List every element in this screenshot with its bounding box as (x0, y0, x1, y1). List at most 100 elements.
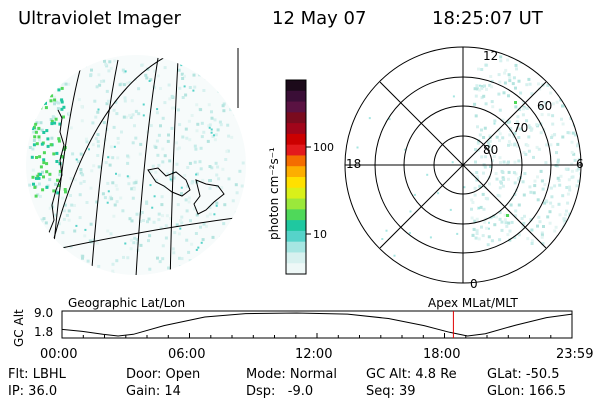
emission-pixel (579, 172, 581, 176)
emission-pixel (504, 221, 508, 225)
emission-pixel (163, 101, 167, 105)
emission-pixel (49, 118, 53, 121)
color-scale-bar (286, 80, 306, 275)
emission-pixel (501, 176, 505, 180)
emission-pixel (238, 232, 241, 235)
emission-pixel (498, 80, 502, 84)
emission-pixel (188, 86, 192, 89)
emission-pixel-bright (34, 130, 38, 134)
emission-pixel-bright (63, 188, 67, 191)
emission-pixel (215, 73, 219, 77)
emission-pixel (93, 99, 97, 103)
emission-pixel (177, 232, 181, 236)
emission-pixel (62, 217, 66, 221)
emission-pixel (527, 124, 531, 128)
emission-pixel (247, 254, 250, 257)
emission-pixel (247, 133, 250, 136)
colorbar-swatch (286, 123, 306, 135)
emission-pixel (571, 131, 575, 135)
emission-pixel (558, 213, 562, 217)
emission-pixel (549, 186, 553, 190)
time-tick-label: 12:00 (295, 347, 332, 362)
emission-pixel-bright (49, 99, 53, 103)
emission-pixel (530, 92, 534, 96)
emission-pixel (558, 183, 562, 187)
emission-pixel-bright (32, 85, 36, 89)
emission-pixel (221, 265, 224, 269)
emission-pixel (149, 78, 153, 82)
emission-pixel (586, 57, 589, 60)
emission-pixel (196, 122, 200, 126)
emission-pixel (206, 139, 210, 143)
emission-pixel-bright (34, 194, 38, 198)
emission-pixel (160, 203, 164, 207)
emission-pixel (507, 170, 511, 174)
emission-pixel (230, 135, 234, 139)
emission-pixel (99, 79, 103, 83)
mode-status: Mode: Normal (246, 367, 337, 382)
emission-pixel (490, 239, 494, 243)
emission-pixel (106, 229, 110, 233)
emission-pixel (245, 110, 246, 114)
emission-pixel (89, 186, 93, 190)
emission-pixel (501, 184, 505, 188)
emission-pixel (521, 180, 525, 184)
emission-pixel (64, 63, 68, 67)
emission-pixel (568, 185, 571, 189)
emission-pixel (463, 186, 466, 189)
emission-pixel (115, 172, 117, 175)
emission-pixel (538, 220, 542, 224)
emission-pixel (86, 259, 90, 263)
emission-pixel (97, 144, 100, 148)
emission-pixel (242, 210, 246, 213)
colorbar-swatch (286, 177, 306, 189)
emission-pixel (480, 96, 484, 100)
emission-pixel (176, 203, 180, 207)
emission-pixel (555, 151, 558, 155)
emission-pixel (471, 233, 475, 237)
emission-pixel (187, 250, 191, 254)
emission-pixel (525, 107, 529, 110)
emission-pixel (78, 216, 82, 220)
emission-pixel (514, 86, 517, 90)
emission-pixel (35, 89, 39, 93)
emission-pixel (181, 61, 185, 65)
emission-pixel (470, 207, 473, 211)
emission-pixel (236, 211, 240, 215)
emission-pixel (562, 217, 566, 221)
emission-pixel (214, 271, 218, 275)
emission-pixel (187, 196, 191, 200)
emission-pixel (550, 134, 554, 138)
emission-pixel (69, 126, 73, 130)
emission-pixel (545, 143, 549, 147)
emission-pixel (482, 136, 486, 139)
emission-pixel (106, 181, 110, 185)
emission-pixel (163, 154, 167, 158)
emission-pixel (145, 76, 149, 80)
emission-pixel (40, 93, 44, 97)
emission-pixel (166, 139, 170, 143)
emission-pixel (234, 88, 238, 92)
emission-pixel-bright (58, 122, 62, 126)
coastline-new-zealand-south (193, 179, 225, 215)
emission-pixel (144, 73, 148, 77)
emission-pixel (546, 64, 550, 68)
emission-pixel (154, 170, 158, 174)
emission-pixel-bright (35, 96, 39, 99)
emission-pixel-bright (60, 86, 64, 90)
emission-pixel (490, 148, 494, 152)
emission-pixel (533, 184, 537, 188)
emission-pixel (217, 267, 221, 271)
emission-pixel (525, 119, 529, 123)
emission-pixel (198, 65, 202, 69)
emission-pixel (55, 188, 58, 192)
emission-pixel (192, 89, 195, 92)
emission-pixel (187, 200, 191, 204)
emission-pixel (210, 110, 213, 114)
emission-pixel (37, 229, 41, 233)
emission-pixel (46, 242, 50, 246)
emission-pixel (178, 86, 182, 90)
emission-pixel (202, 222, 206, 226)
emission-pixel (482, 171, 485, 175)
emission-pixel (188, 161, 192, 165)
